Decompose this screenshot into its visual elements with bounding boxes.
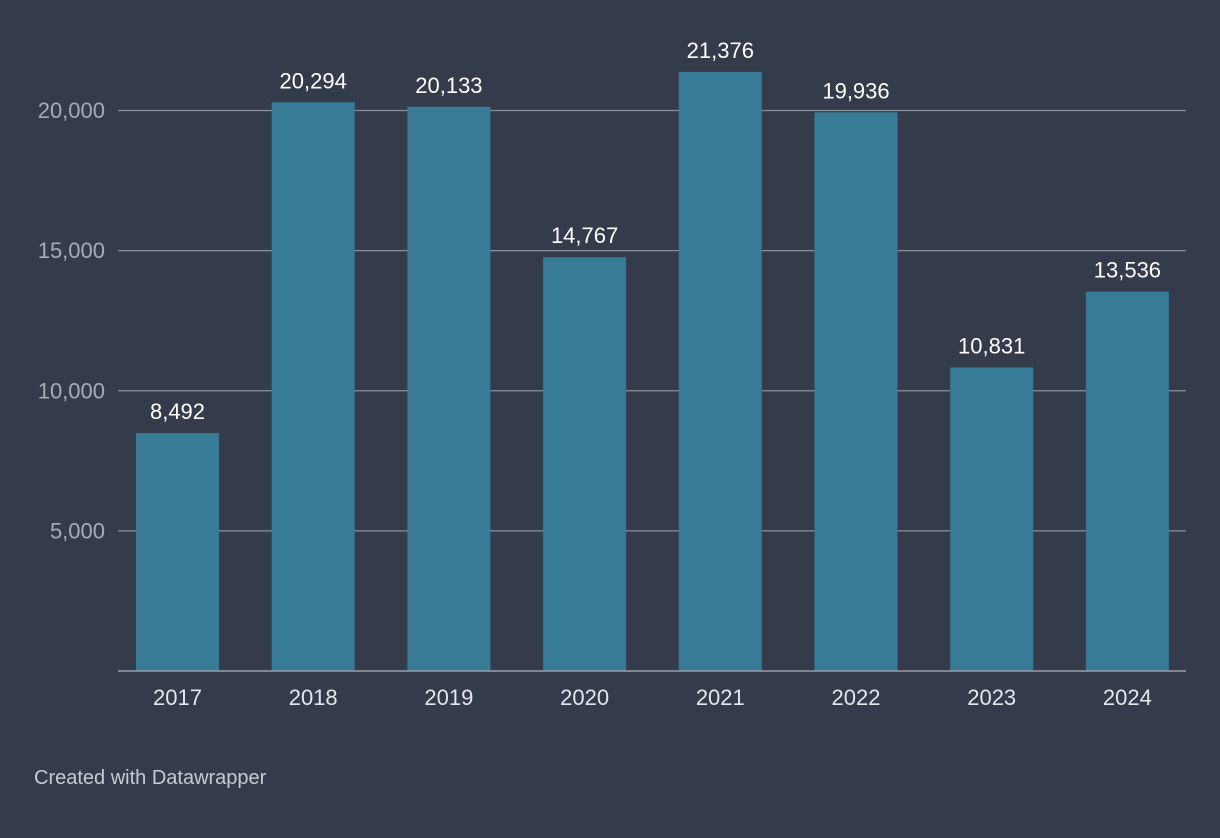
bar-2019[interactable] (407, 106, 491, 671)
x-tick-label: 2020 (560, 685, 609, 710)
y-tick-label: 5,000 (50, 518, 105, 543)
bar-2023[interactable] (950, 367, 1034, 671)
value-label: 14,767 (551, 223, 618, 248)
credit-text[interactable]: Created with Datawrapper (34, 767, 267, 789)
bar-2021[interactable] (678, 71, 762, 671)
bar-2024[interactable] (1085, 291, 1169, 671)
y-tick-label: 20,000 (38, 98, 105, 123)
x-tick-label: 2022 (832, 685, 881, 710)
x-tick-label: 2021 (696, 685, 745, 710)
x-tick-label: 2024 (1103, 685, 1152, 710)
y-tick-label: 10,000 (38, 378, 105, 403)
value-label: 19,936 (822, 78, 889, 103)
value-label: 20,294 (280, 68, 347, 93)
x-tick-label: 2023 (967, 685, 1016, 710)
value-label: 21,376 (687, 38, 754, 63)
x-tick-label: 2018 (289, 685, 338, 710)
value-label: 20,133 (415, 73, 482, 98)
x-tick-label: 2017 (153, 685, 202, 710)
value-label: 13,536 (1094, 258, 1161, 283)
bar-2018[interactable] (271, 102, 355, 672)
y-tick-label: 15,000 (38, 238, 105, 263)
value-label: 8,492 (150, 399, 205, 424)
bar-2017[interactable] (136, 433, 219, 671)
bar-2022[interactable] (814, 112, 898, 672)
x-tick-label: 2019 (424, 685, 473, 710)
bar-2020[interactable] (543, 257, 627, 671)
value-label: 10,831 (958, 333, 1025, 358)
